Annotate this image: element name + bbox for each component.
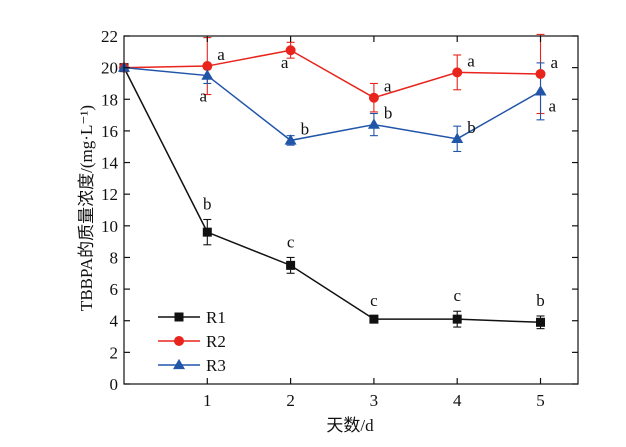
y-tick-label: 12 <box>101 185 118 204</box>
legend-marker-r3 <box>173 358 185 370</box>
significance-label-r1: c <box>453 286 461 305</box>
significance-label-r3: b <box>301 119 310 138</box>
y-tick-label: 14 <box>101 154 119 173</box>
plot-frame <box>123 35 579 385</box>
data-point-r3 <box>534 85 547 96</box>
x-tick-label: 3 <box>370 391 379 410</box>
significance-label-r2: a <box>281 53 289 72</box>
data-point-r3 <box>367 118 380 129</box>
y-tick-label: 6 <box>110 280 119 299</box>
data-point-r1 <box>286 260 296 270</box>
legend-marker-r1 <box>174 312 184 322</box>
significance-label-r1: c <box>287 232 295 251</box>
significance-label-r2: a <box>467 51 475 70</box>
data-point-r3 <box>201 69 214 80</box>
legend-label-r3: R3 <box>206 356 226 375</box>
y-tick-label: 0 <box>110 375 119 394</box>
data-point-r2 <box>535 68 546 79</box>
y-tick-label: 2 <box>110 343 119 362</box>
series-line-r2 <box>123 49 541 99</box>
y-tick-label: 18 <box>101 90 118 109</box>
significance-label-r3: b <box>384 104 393 123</box>
significance-label-r1: b <box>536 291 545 310</box>
significance-label-r2: a <box>217 45 225 64</box>
significance-label-r3: b <box>467 118 476 137</box>
legend-label-r1: R1 <box>206 308 226 327</box>
significance-label-r2: a <box>384 77 392 96</box>
data-point-r3 <box>451 132 464 143</box>
data-point-r1 <box>536 317 546 327</box>
data-point-r1 <box>369 314 379 324</box>
series-line-r3 <box>123 66 541 142</box>
y-tick-label: 20 <box>101 59 118 78</box>
series-line-r1 <box>123 67 541 324</box>
y-tick-label: 22 <box>101 27 118 46</box>
x-tick-label: 1 <box>203 391 212 410</box>
y-tick-label: 16 <box>101 122 118 141</box>
data-point-r2 <box>202 61 213 72</box>
x-tick-label: 5 <box>536 391 545 410</box>
data-point-r2 <box>368 92 379 103</box>
x-tick-label: 4 <box>453 391 462 410</box>
y-tick-label: 4 <box>110 312 119 331</box>
y-tick-label: 8 <box>110 248 119 267</box>
data-point-r2 <box>452 67 463 78</box>
significance-label-r3: a <box>200 87 208 106</box>
significance-label-r2: a <box>551 53 559 72</box>
significance-label-r1: c <box>370 291 378 310</box>
x-tick-label: 2 <box>286 391 295 410</box>
significance-label-r1: b <box>203 194 212 213</box>
series-lines <box>123 49 541 324</box>
data-point-r2 <box>285 45 296 56</box>
significance-label-r3: a <box>549 96 557 115</box>
data-point-r1 <box>452 314 462 324</box>
data-point-r3 <box>284 134 297 145</box>
x-axis-label: 天数/d <box>326 416 374 435</box>
y-tick-label: 10 <box>101 217 118 236</box>
legend-marker-r2 <box>174 336 184 346</box>
y-axis-ticks: 0 2 4 6 8 10 12 14 16 18 20 22 <box>101 27 578 394</box>
legend-label-r2: R2 <box>206 332 226 351</box>
x-axis-ticks: 1 2 3 4 5 <box>203 36 545 410</box>
error-bars <box>120 33 545 330</box>
legend: R1 R2 R3 <box>158 308 226 375</box>
axes <box>123 35 579 385</box>
series-markers <box>118 45 547 327</box>
y-axis-label: TBBPA的质量浓度/(mg·L⁻¹) <box>77 105 96 311</box>
data-point-r1 <box>202 227 212 237</box>
